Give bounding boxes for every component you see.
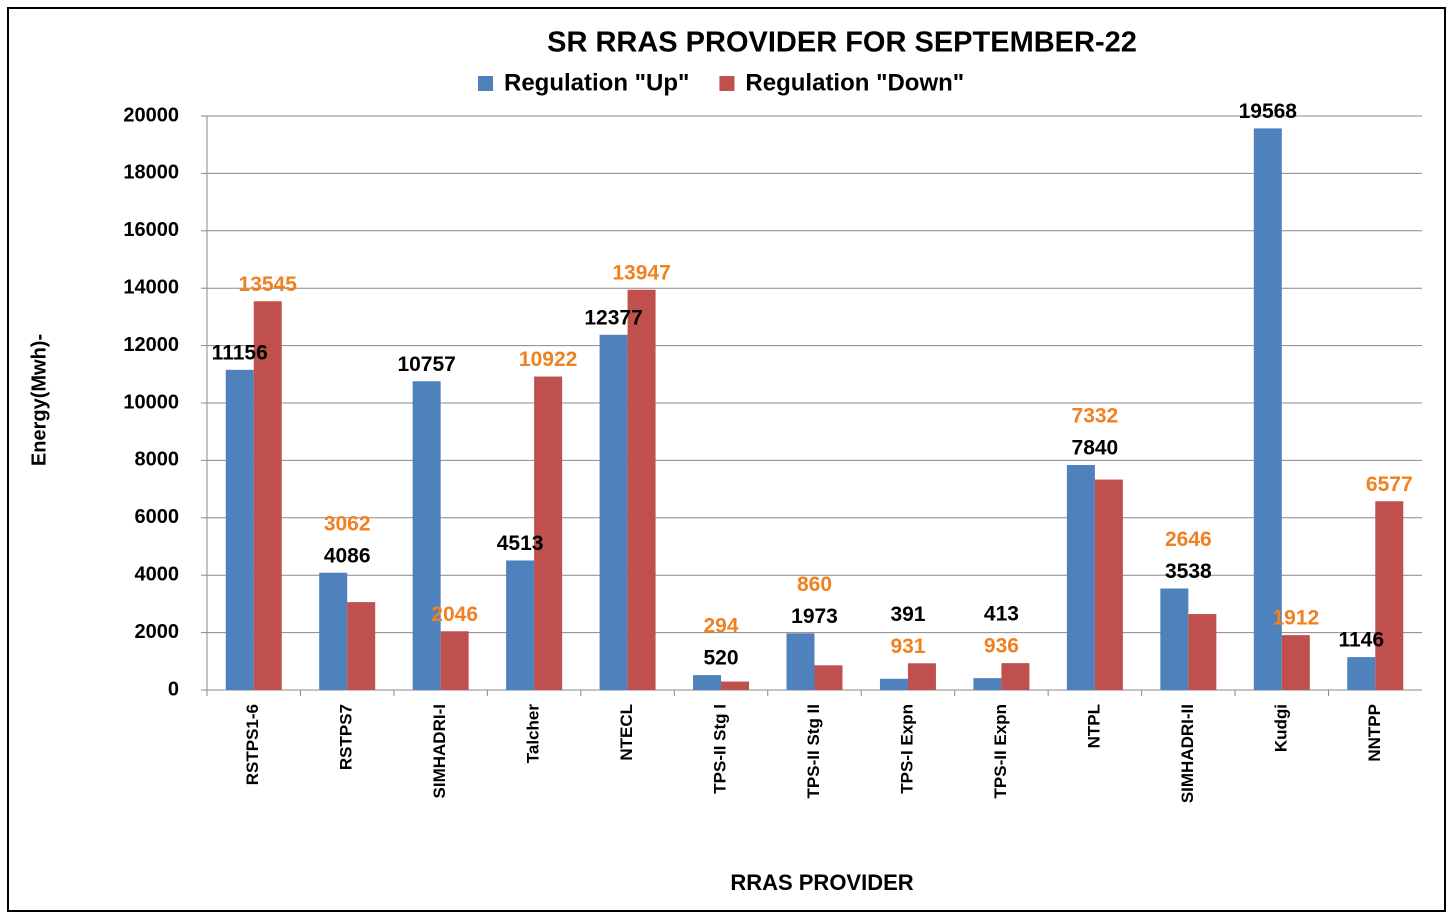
legend-swatch [719,76,735,91]
data-label: 3062 [324,512,371,535]
bar [1094,479,1123,690]
x-tick-label: TPS-II Expn [991,704,1010,798]
bar [319,572,348,690]
bar [1281,635,1310,690]
data-label: 1912 [1272,607,1319,630]
y-tick-label: 18000 [123,162,179,184]
y-tick-label: 8000 [135,449,180,471]
data-label: 6577 [1366,473,1413,496]
bar [347,602,376,690]
legend-swatch [478,76,493,91]
bar [907,663,936,690]
data-label: 860 [797,573,832,596]
data-label: 7332 [1072,405,1119,428]
bar [973,678,1002,690]
y-tick-label: 14000 [123,276,179,298]
y-tick-label: 2000 [135,621,180,643]
bar [599,334,628,690]
y-axis-title: Energy(Mwh)- [28,334,50,466]
x-tick-label: NNTPP [1365,704,1384,762]
y-tick-label: 10000 [123,391,179,413]
data-label: 3538 [1165,560,1212,583]
x-tick-label: RSTPS7 [337,704,356,770]
data-label: 7840 [1072,437,1119,460]
data-label: 10922 [519,348,577,371]
data-label: 4086 [324,544,371,567]
x-tick-label: TPS-II Stg I [711,704,730,794]
legend-label: Regulation "Down" [745,69,964,96]
bar [786,633,815,690]
bar [627,289,656,690]
y-tick-label: 0 [168,678,179,700]
data-label: 4513 [497,532,544,555]
bar [506,560,535,690]
data-label: 13545 [239,273,298,296]
data-label: 19568 [1239,100,1298,123]
bar [534,376,563,690]
bar [721,681,750,690]
bar [814,665,843,690]
y-tick-label: 6000 [135,506,180,528]
data-label: 12377 [584,306,642,329]
y-tick-label: 20000 [123,104,179,126]
x-tick-label: NTPL [1084,704,1103,748]
bar [1001,663,1030,690]
data-label: 13947 [612,261,670,284]
bar [1066,464,1095,690]
data-label: 2046 [431,603,478,626]
x-tick-label: NTECL [617,704,636,761]
bar [225,369,254,690]
data-label: 11156 [212,341,268,364]
data-label: 936 [984,635,1019,658]
bar [1188,614,1217,690]
x-tick-label: RSTPS1-6 [243,704,262,785]
y-tick-label: 12000 [123,334,179,356]
bar [1253,128,1282,690]
x-tick-label: Kudgi [1271,704,1290,752]
legend-label: Regulation "Up" [504,69,689,96]
x-tick-label: Talcher [524,704,543,764]
y-tick-label: 4000 [135,563,180,585]
bar [1375,501,1404,690]
x-tick-label: TPS-I Expn [897,704,916,794]
bar [879,678,908,690]
bar [1160,588,1189,690]
y-tick-label: 16000 [123,219,179,241]
data-label: 1973 [791,605,838,628]
data-label: 1146 [1338,629,1384,652]
data-label: 413 [984,603,1019,626]
x-tick-label: SIMHADRI-II [1178,704,1197,803]
data-label: 10757 [397,353,455,376]
bar [693,675,722,690]
data-label: 391 [890,603,925,626]
x-axis-title: RRAS PROVIDER [730,870,913,895]
bar [440,631,469,690]
x-tick-label: TPS-II Stg II [804,704,823,798]
bar [412,381,441,690]
x-tick-label: SIMHADRI-I [430,704,449,798]
data-label: 931 [890,635,925,658]
data-label: 520 [704,647,739,670]
chart-title: SR RRAS PROVIDER FOR SEPTEMBER-22 [547,27,1137,59]
data-label: 294 [704,615,739,638]
bar [253,301,282,690]
data-label: 2646 [1165,528,1212,551]
bar [1347,657,1376,690]
